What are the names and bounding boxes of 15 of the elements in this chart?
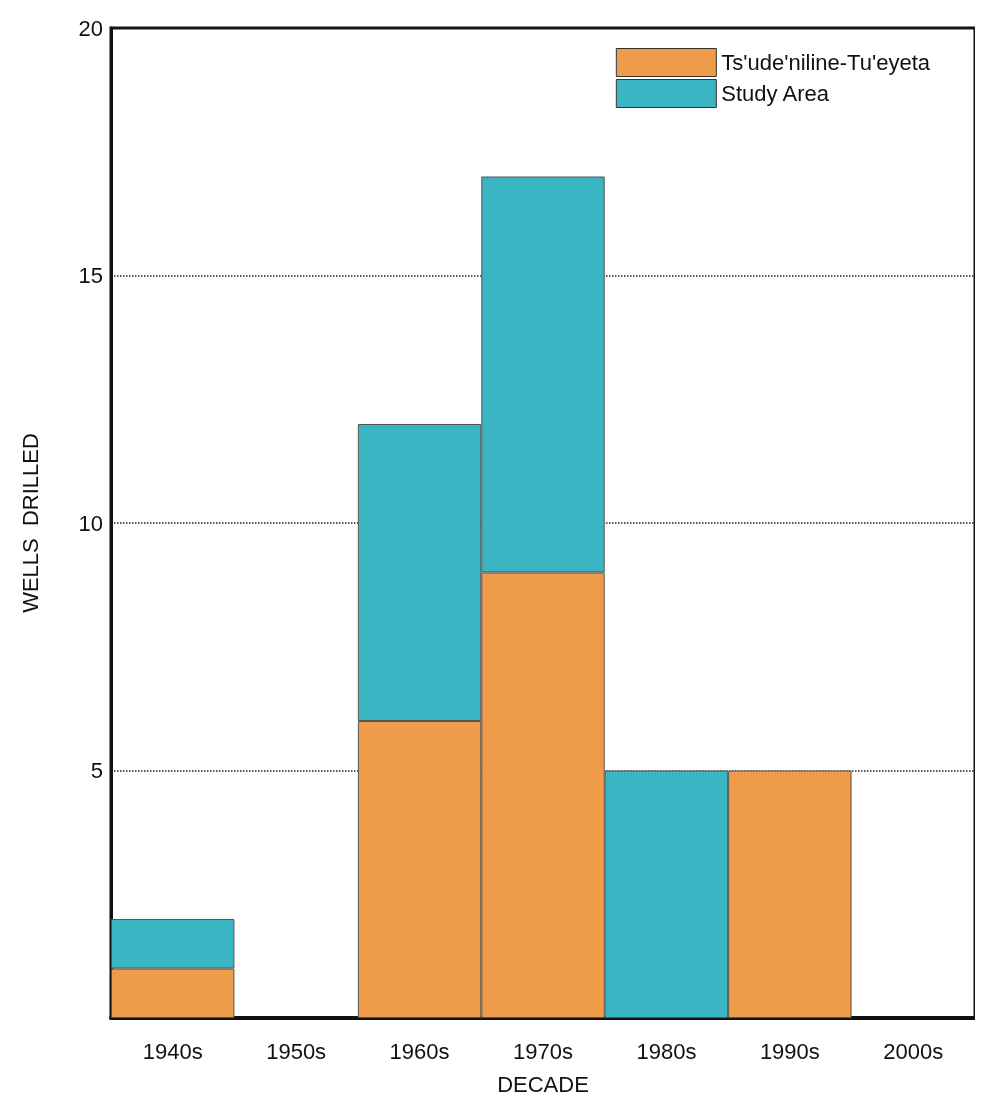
x-tick-label: 2000s — [883, 1038, 944, 1064]
legend-label: Study Area — [721, 81, 830, 106]
x-tick-label: 1940s — [142, 1038, 203, 1064]
x-tick-label: 1960s — [389, 1038, 450, 1064]
x-tick-label: 1990s — [759, 1038, 820, 1064]
legend-label: Ts'ude'niline-Tu'eyeta — [721, 50, 931, 75]
x-tick-label: 1970s — [513, 1038, 573, 1064]
x-tick-label: 1980s — [636, 1038, 697, 1064]
y-tick-label: 20 — [78, 15, 103, 41]
y-tick-label: 15 — [78, 263, 103, 288]
y-axis-title: WELLS DRILLED — [17, 433, 43, 613]
x-axis-title: DECADE — [497, 1071, 589, 1097]
y-tick-label: 10 — [78, 510, 103, 536]
y-tick-label: 5 — [90, 758, 103, 783]
x-tick-label: 1950s — [266, 1038, 327, 1064]
